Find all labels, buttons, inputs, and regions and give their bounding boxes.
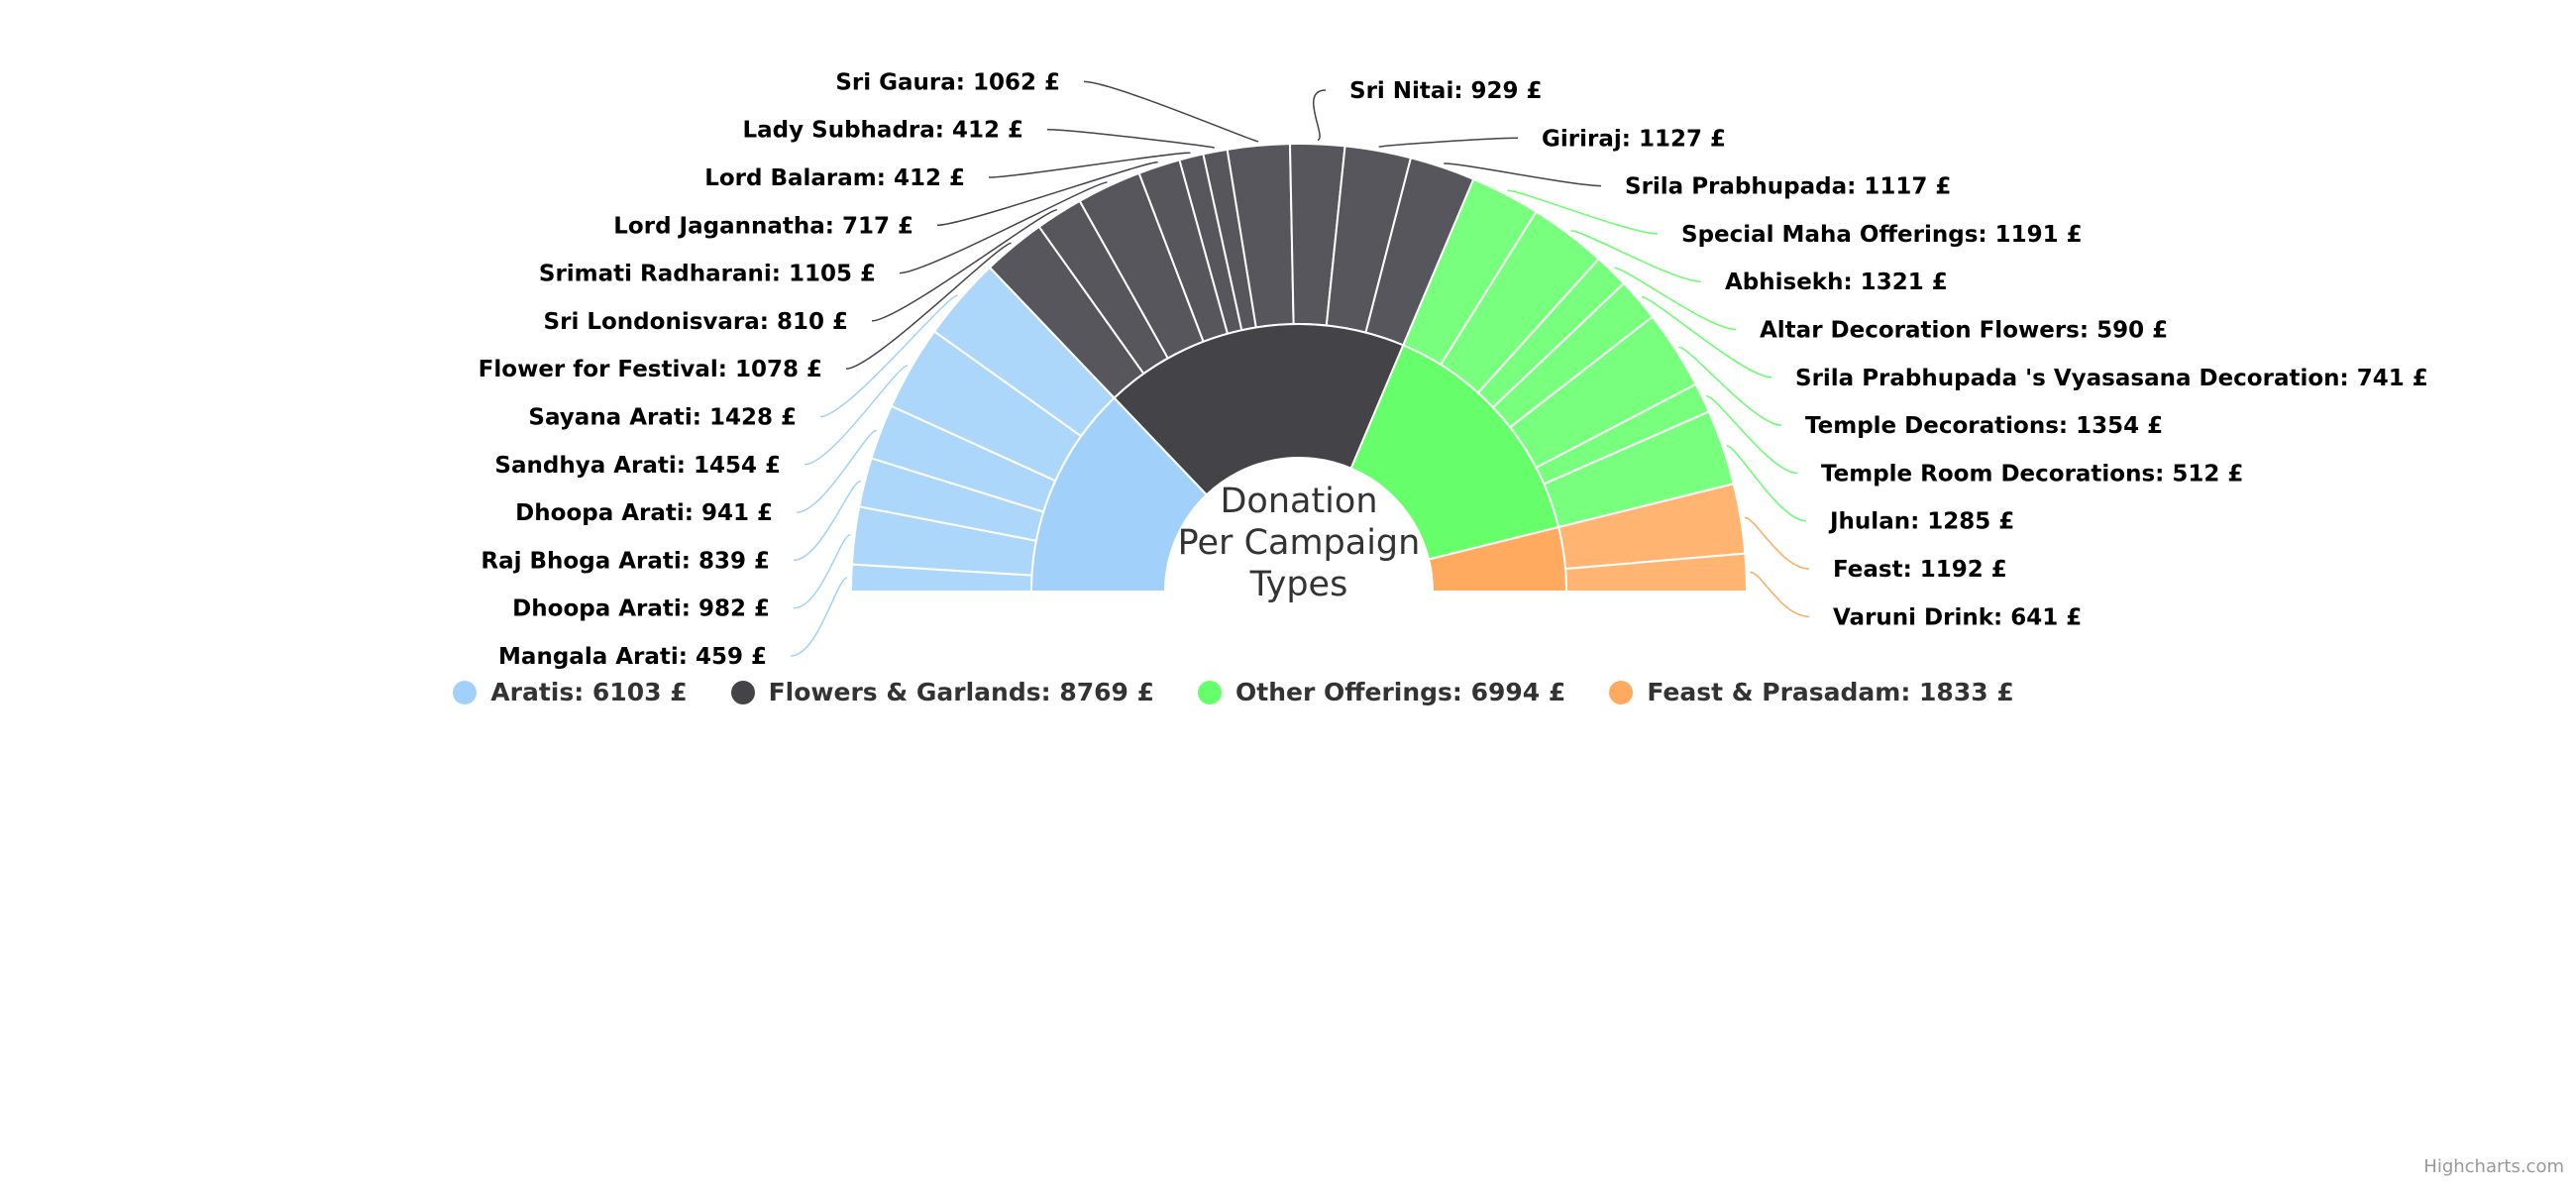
data-label-sri-nitai: Sri Nitai: 929 £ bbox=[1349, 78, 1543, 104]
chart-title-line: Per Campaign bbox=[1178, 523, 1421, 563]
connector-line bbox=[793, 533, 851, 609]
data-label-flower-for-festival: Flower for Festival: 1078 £ bbox=[479, 357, 822, 382]
data-labels: Mangala Arati: 459 £ Dhoopa Arati: 982 £ R… bbox=[479, 69, 2428, 670]
data-label-mangala-arati: Mangala Arati: 459 £ bbox=[498, 644, 767, 670]
legend-marker-icon bbox=[1609, 680, 1634, 704]
data-label-srimati-radharani: Srimati Radharani: 1105 £ bbox=[539, 262, 876, 287]
connector-line bbox=[1083, 80, 1259, 143]
connector-line bbox=[796, 429, 878, 513]
data-label-lord-jagannatha: Lord Jagannatha: 717 £ bbox=[613, 213, 913, 239]
label-connectors bbox=[790, 80, 1810, 657]
connector-line bbox=[1614, 267, 1737, 331]
data-label-feast: Feast: 1192 £ bbox=[1833, 557, 2007, 583]
connector-line bbox=[819, 294, 958, 418]
legend: Aratis: 6103 £ Flowers & Garlands: 8769 £… bbox=[0, 678, 2522, 706]
credits-link[interactable]: Highcharts.com bbox=[2423, 1156, 2564, 1177]
data-label-srila-prabhupada: Srila Prabhupada: 1117 £ bbox=[1625, 174, 1951, 200]
inner-slice-feast-prasadam[interactable] bbox=[1427, 525, 1568, 593]
connector-line bbox=[871, 209, 1057, 322]
legend-marker-icon bbox=[453, 680, 478, 704]
chart-title-line: Donation bbox=[1220, 482, 1377, 521]
data-label-lord-balaram: Lord Balaram: 412 £ bbox=[704, 165, 965, 191]
connector-line bbox=[1744, 516, 1810, 570]
chart-title: Donation Per Campaign Types bbox=[1178, 482, 1421, 604]
legend-item-feast-prasadam[interactable]: Feast & Prasadam: 1833 £ bbox=[1609, 678, 2014, 706]
data-label-special-maha-offerings: Special Maha Offerings: 1191 £ bbox=[1681, 222, 2083, 248]
data-label-abhisekh: Abhisekh: 1321 £ bbox=[1725, 270, 1948, 295]
data-label-temple-decorations: Temple Decorations: 1354 £ bbox=[1805, 413, 2163, 439]
legend-item-aratis[interactable]: Aratis: 6103 £ bbox=[453, 678, 688, 706]
legend-label: Other Offerings: 6994 £ bbox=[1235, 678, 1566, 706]
inner-ring bbox=[1029, 323, 1568, 593]
legend-marker-icon bbox=[1198, 680, 1222, 704]
legend-marker-icon bbox=[730, 680, 755, 704]
connector-line bbox=[1378, 137, 1519, 148]
connector-line bbox=[1313, 89, 1327, 142]
legend-label: Flowers & Garlands: 8769 £ bbox=[768, 678, 1154, 706]
connector-line bbox=[1570, 230, 1702, 282]
data-label-dhoopa-arati: Dhoopa Arati: 982 £ bbox=[512, 596, 770, 622]
legend-item-other-offerings[interactable]: Other Offerings: 6994 £ bbox=[1198, 678, 1565, 706]
data-label-sayana-arati: Sayana Arati: 1428 £ bbox=[528, 405, 797, 431]
data-label-giriraj: Giriraj: 1127 £ bbox=[1542, 126, 1726, 152]
connector-line bbox=[790, 577, 848, 657]
connector-line bbox=[1046, 128, 1215, 149]
connector-line bbox=[936, 162, 1158, 227]
connector-line bbox=[793, 480, 862, 562]
connector-line bbox=[845, 242, 1012, 370]
legend-label: Aratis: 6103 £ bbox=[490, 678, 688, 706]
chart-title-line: Types bbox=[1249, 565, 1348, 604]
legend-label: Feast & Prasadam: 1833 £ bbox=[1647, 678, 2014, 706]
data-label-jhulan: Jhulan: 1285 £ bbox=[1828, 509, 2014, 535]
inner-slice-other-offerings[interactable] bbox=[1349, 344, 1560, 561]
data-label-sri-gaura: Sri Gaura: 1062 £ bbox=[835, 69, 1060, 95]
connector-line bbox=[804, 365, 909, 466]
connector-line bbox=[1726, 445, 1807, 522]
data-label-varuni-drink: Varuni Drink: 641 £ bbox=[1833, 604, 2082, 630]
data-label-srila-prabhupada-s-vyasasana-decoration: Srila Prabhupada 's Vyasasana Decoration… bbox=[1795, 366, 2428, 391]
inner-slice-flowers-garlands[interactable] bbox=[1113, 323, 1405, 496]
connector-line bbox=[1705, 395, 1798, 475]
data-label-lady-subhadra: Lady Subhadra: 412 £ bbox=[743, 118, 1024, 144]
connector-line bbox=[1750, 571, 1810, 618]
connector-line bbox=[1678, 346, 1782, 426]
connector-line bbox=[1641, 296, 1772, 378]
connector-line bbox=[1444, 162, 1602, 187]
data-label-sri-londonisvara: Sri Londonisvara: 810 £ bbox=[544, 309, 848, 335]
data-label-raj-bhoga-arati: Raj Bhoga Arati: 839 £ bbox=[481, 548, 770, 574]
data-label-altar-decoration-flowers: Altar Decoration Flowers: 590 £ bbox=[1760, 318, 2168, 344]
connector-line bbox=[899, 181, 1108, 274]
legend-item-flowers-garlands[interactable]: Flowers & Garlands: 8769 £ bbox=[730, 678, 1154, 706]
connector-line bbox=[988, 152, 1191, 178]
data-label-sandhya-arati: Sandhya Arati: 1454 £ bbox=[494, 453, 781, 479]
data-label-dhoopa-arati: Dhoopa Arati: 941 £ bbox=[515, 500, 773, 526]
data-label-temple-room-decorations: Temple Room Decorations: 512 £ bbox=[1821, 461, 2243, 486]
connector-line bbox=[1507, 189, 1659, 235]
